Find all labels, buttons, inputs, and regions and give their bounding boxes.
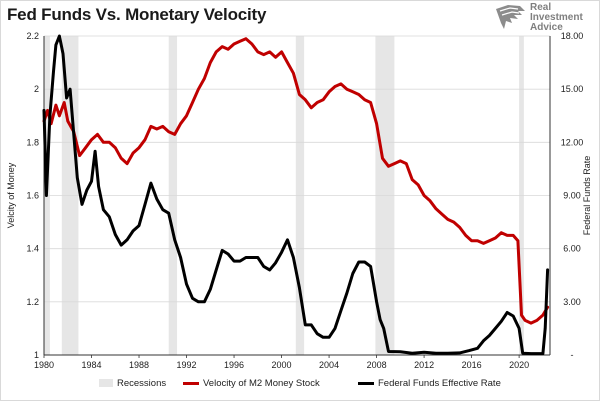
y-right-tick-label: 12.00 bbox=[561, 137, 584, 147]
brand-logo: Real Investment Advice bbox=[494, 3, 596, 35]
axes: 1 1.2 1.4 1.6 1.8 2 2.2 - 3.00 6.00 9.00 12.00 15.00… bbox=[26, 31, 583, 370]
x-tick-label: 2012 bbox=[414, 360, 434, 370]
legend-swatch-recessions bbox=[99, 379, 113, 388]
x-tick-label: 1980 bbox=[34, 360, 54, 370]
series-lines bbox=[42, 34, 550, 356]
x-tick-label: 2020 bbox=[509, 360, 529, 370]
logo-line2: Investment bbox=[530, 12, 583, 23]
y-right-tick-label: 9.00 bbox=[563, 191, 581, 201]
series-line-fedfunds bbox=[42, 34, 550, 356]
legend-item-fedfunds: Federal Funds Effective Rate bbox=[358, 378, 501, 389]
legend-swatch-fedfunds bbox=[358, 381, 374, 385]
series-line-velocity bbox=[42, 37, 550, 325]
legend-label: Velocity of M2 Money Stock bbox=[203, 378, 320, 389]
y-right-tick-label: 6.00 bbox=[563, 244, 581, 254]
logo-line1: Real bbox=[530, 2, 552, 13]
legend-item-recessions: Recessions bbox=[99, 378, 166, 389]
legend: Recessions Velocity of M2 Money Stock Fe… bbox=[0, 375, 600, 393]
y-left-tick-label: 1 bbox=[34, 350, 39, 360]
y-right-tick-label: - bbox=[571, 350, 574, 360]
logo-text: Real Investment Advice bbox=[530, 3, 583, 33]
x-tick-label: 2016 bbox=[462, 360, 482, 370]
eagle-icon bbox=[496, 5, 525, 29]
y-right-tick-label: 18.00 bbox=[561, 31, 584, 41]
x-tick-label: 1988 bbox=[129, 360, 149, 370]
chart-title: Fed Funds Vs. Monetary Velocity bbox=[7, 5, 267, 24]
legend-label: Recessions bbox=[117, 378, 167, 389]
y-right-tick-label: 15.00 bbox=[561, 84, 584, 94]
axis-labels: Velcity of Money Federal Funds Rate bbox=[6, 156, 592, 236]
y-left-tick-label: 1.6 bbox=[26, 191, 39, 201]
y-left-tick-label: 2.2 bbox=[26, 31, 39, 41]
y-left-tick-label: 1.2 bbox=[26, 297, 39, 307]
y-axis-right-label: Federal Funds Rate bbox=[582, 156, 592, 236]
y-left-tick-label: 2 bbox=[34, 84, 39, 94]
x-tick-label: 2000 bbox=[272, 360, 292, 370]
legend-swatch-velocity bbox=[183, 381, 199, 385]
logo-line3: Advice bbox=[530, 22, 563, 33]
x-tick-label: 2004 bbox=[319, 360, 339, 370]
x-tick-label: 2008 bbox=[367, 360, 387, 370]
legend-item-velocity: Velocity of M2 Money Stock bbox=[183, 378, 320, 389]
x-tick-label: 1996 bbox=[224, 360, 244, 370]
x-tick-label: 1992 bbox=[177, 360, 197, 370]
y-axis-left-label: Velcity of Money bbox=[6, 162, 16, 228]
y-left-tick-label: 1.8 bbox=[26, 137, 39, 147]
y-left-tick-label: 1.4 bbox=[26, 244, 39, 254]
y-right-tick-label: 3.00 bbox=[563, 297, 581, 307]
legend-label: Federal Funds Effective Rate bbox=[378, 378, 501, 389]
x-tick-label: 1984 bbox=[81, 360, 101, 370]
